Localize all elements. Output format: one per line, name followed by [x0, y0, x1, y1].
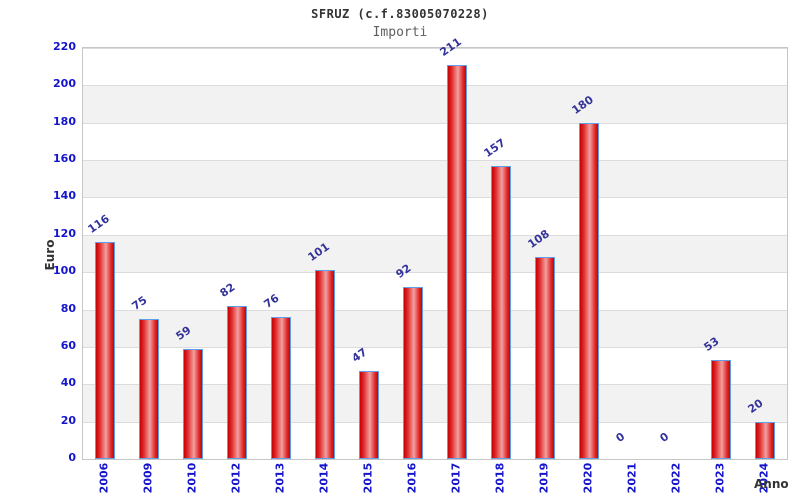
y-tick-label: 140	[53, 189, 76, 203]
bar-2016	[403, 287, 423, 459]
x-tick-label-2018: 2018	[493, 462, 507, 494]
x-tick-label-2019: 2019	[537, 462, 551, 494]
grid-line	[83, 384, 787, 386]
x-tick-label-2013: 2013	[273, 462, 287, 494]
y-tick-label: 0	[68, 451, 76, 464]
bar-2014	[315, 270, 335, 459]
grid-line	[83, 160, 787, 162]
grid-line	[83, 421, 787, 423]
grid-band	[83, 309, 787, 347]
x-tick-label-2020: 2020	[581, 462, 595, 494]
bar-2019	[535, 257, 555, 459]
grid-band	[83, 122, 787, 161]
x-tick-label-2012: 2012	[229, 462, 243, 494]
x-tick-label-2021: 2021	[625, 462, 639, 494]
bar-2010	[183, 348, 203, 459]
y-tick-label: 60	[60, 338, 76, 352]
y-tick-label: 200	[53, 77, 76, 91]
x-tick-label-2015: 2015	[361, 462, 375, 494]
y-tick-label: 180	[53, 114, 76, 128]
bar-2012	[227, 305, 247, 459]
x-tick-label-2014: 2014	[317, 462, 331, 494]
x-tick-label-2022: 2022	[669, 462, 683, 494]
grid-line	[83, 309, 787, 311]
bar-2009	[139, 318, 159, 459]
grid-band	[83, 160, 787, 198]
plot-area: 116 75 59 82 76 101 47 92 211 157 108 180 0 0 53 20	[82, 35, 788, 460]
x-axis-title: Anno	[754, 477, 789, 491]
y-tick-label: 120	[53, 226, 76, 240]
bar-2024	[755, 421, 775, 459]
bar-2015	[359, 371, 379, 459]
chart-title: SFRUZ (c.f.83005070228)	[311, 7, 489, 21]
grid-line	[83, 122, 787, 124]
bar-2023	[711, 360, 731, 459]
x-tick-label-2010: 2010	[185, 462, 199, 494]
y-tick-label: 80	[60, 301, 76, 315]
grid-line	[83, 272, 787, 274]
grid-band	[83, 234, 787, 273]
x-tick-label-2023: 2023	[713, 462, 727, 494]
y-tick-label: 40	[60, 376, 76, 390]
y-tick-label: 220	[53, 40, 76, 53]
x-tick-label-2006: 2006	[97, 462, 111, 494]
y-tick-label: 160	[53, 152, 76, 166]
y-tick-label: 100	[53, 264, 76, 278]
x-tick-label-2016: 2016	[405, 462, 419, 494]
bar-2017	[447, 64, 467, 459]
x-tick-label-2009: 2009	[141, 462, 155, 494]
grid-band	[83, 197, 787, 235]
grid-line	[83, 197, 787, 199]
grid-line	[83, 48, 787, 49]
grid-line	[83, 346, 787, 348]
bar-2006	[95, 242, 115, 459]
grid-band	[83, 272, 787, 310]
grid-band	[83, 48, 787, 86]
grid-line	[83, 234, 787, 236]
grid-line	[83, 85, 787, 87]
bar-2013	[271, 317, 291, 459]
bar-2020	[579, 122, 599, 459]
grid-band	[83, 85, 787, 123]
chart-subtitle: Importi	[372, 25, 428, 40]
bar-2018	[491, 165, 511, 459]
y-tick-label: 20	[60, 413, 76, 427]
x-tick-label-2017: 2017	[449, 462, 463, 494]
y-axis-title: Euro	[43, 239, 57, 271]
